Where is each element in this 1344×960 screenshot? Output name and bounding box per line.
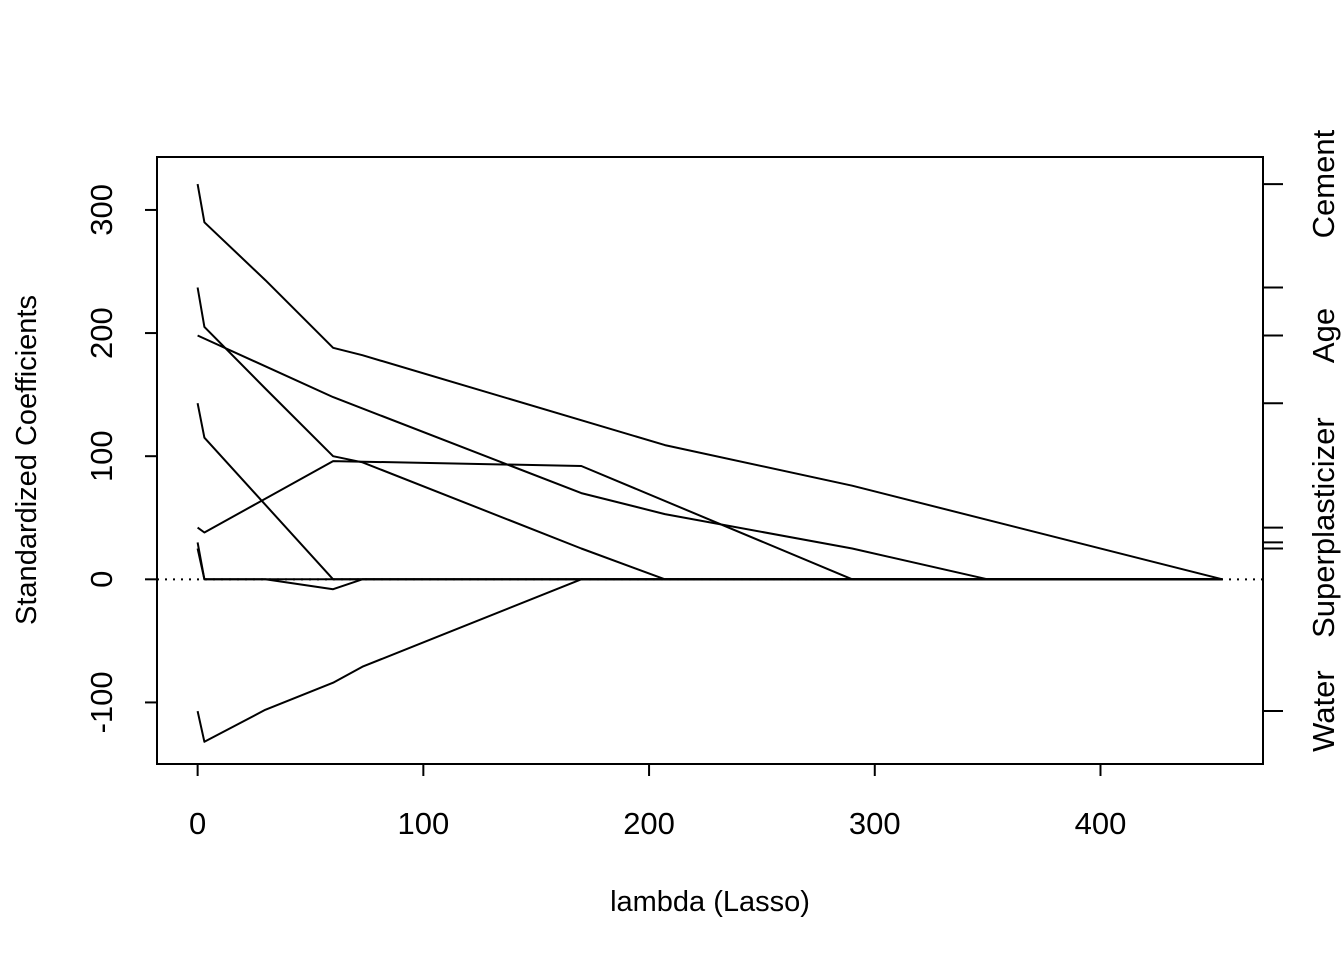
x-tick-label: 0	[189, 806, 206, 841]
y-tick-label: 200	[84, 307, 119, 359]
right-label-age: Age	[1306, 308, 1341, 363]
right-label-water: Water	[1306, 670, 1341, 752]
coefficient-path-2	[197, 334, 1223, 581]
y-axis-label: Standardized Coefficients	[11, 295, 43, 625]
right-label-superplasticizer: Superplasticizer	[1306, 417, 1341, 638]
y-tick-label: 100	[84, 430, 119, 482]
y-tick-label: -100	[84, 671, 119, 733]
x-tick-label: 300	[849, 806, 901, 841]
coefficient-path-4	[196, 403, 1223, 581]
x-axis: 0 100 200 300 400	[189, 763, 1127, 841]
x-axis-label: lambda (Lasso)	[610, 886, 810, 918]
right-label-cement: Cement	[1306, 129, 1341, 238]
coefficient-paths	[196, 183, 1223, 743]
y-axis: -100 0 100 200 300	[84, 184, 157, 733]
y-tick-label: 300	[84, 184, 119, 236]
coefficient-path-7	[196, 548, 1223, 581]
right-axis: Cement Age Superplasticizer Water	[1263, 129, 1341, 752]
x-tick-label: 100	[397, 806, 449, 841]
x-tick-label: 400	[1075, 806, 1127, 841]
coefficient-path-6	[196, 542, 1223, 591]
x-tick-label: 200	[623, 806, 675, 841]
plot-frame	[156, 156, 1264, 765]
coefficient-path-5	[197, 460, 1223, 581]
y-tick-label: 0	[84, 571, 119, 588]
coefficient-path-1	[196, 183, 1223, 581]
coefficient-path-8	[196, 578, 1223, 743]
coefficient-path-3	[196, 287, 1223, 581]
